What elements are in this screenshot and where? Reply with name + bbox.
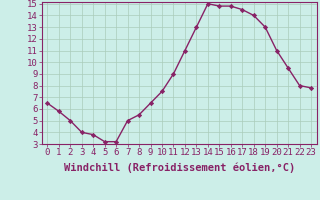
X-axis label: Windchill (Refroidissement éolien,°C): Windchill (Refroidissement éolien,°C) (64, 163, 295, 173)
